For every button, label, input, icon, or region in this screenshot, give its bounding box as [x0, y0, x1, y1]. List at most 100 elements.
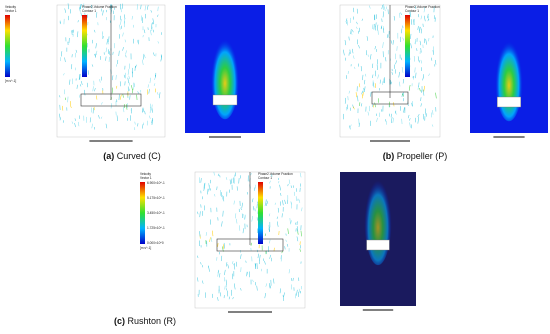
- vector-arrow: [372, 74, 374, 79]
- impeller: [371, 91, 409, 105]
- vector-arrow: [112, 75, 114, 81]
- vector-arrow: [150, 10, 152, 13]
- vector-arrow: [102, 10, 104, 16]
- vector-arrow: [144, 54, 146, 59]
- vector-arrow: [420, 103, 422, 107]
- vector-arrow: [106, 38, 108, 45]
- vector-arrow: [410, 43, 412, 49]
- vector-arrow: [94, 88, 96, 92]
- vector-arrow: [430, 57, 433, 61]
- vector-arrow: [197, 277, 199, 282]
- vector-arrow: [212, 230, 214, 237]
- vector-arrow: [425, 112, 427, 117]
- vector-arrow: [76, 84, 78, 89]
- vector-arrow: [74, 123, 76, 128]
- vector-arrow: [159, 92, 161, 99]
- vector-arrow: [284, 199, 286, 205]
- legend-subtitle: Vector 1: [5, 9, 17, 13]
- legend-title: Velocity: [5, 5, 16, 9]
- vector-arrow: [232, 177, 234, 184]
- vector-arrow: [234, 283, 236, 290]
- vector-arrow: [218, 273, 221, 278]
- vector-arrow: [217, 173, 220, 177]
- vector-arrow: [395, 110, 397, 115]
- vector-arrow: [402, 37, 404, 41]
- vector-arrow: [128, 63, 131, 69]
- colorbar-label: 1.725×10^-1: [147, 226, 165, 230]
- vector-arrow: [252, 279, 254, 283]
- vector-arrow: [94, 53, 96, 57]
- colorbar: [140, 182, 145, 244]
- vector-arrow: [122, 32, 124, 37]
- vector-arrow: [89, 117, 92, 123]
- vector-arrow: [226, 262, 228, 267]
- vector-arrow: [390, 81, 392, 85]
- vector-arrow: [400, 57, 403, 61]
- vector-arrow: [409, 122, 411, 128]
- vector-arrow: [391, 71, 393, 75]
- vector-arrow: [67, 3, 69, 10]
- vector-arrow: [349, 125, 351, 130]
- plume: [364, 171, 392, 266]
- vector-arrow: [282, 295, 285, 301]
- vector-arrow: [71, 121, 74, 124]
- colorbar: [258, 182, 263, 244]
- vector-arrow: [71, 30, 73, 36]
- vector-arrow: [408, 11, 410, 15]
- vector-arrow: [369, 5, 371, 9]
- caption-label: (c): [114, 316, 125, 326]
- legend-subtitle: Contour 1: [405, 9, 419, 13]
- vector-arrow: [266, 200, 269, 204]
- vector-arrow: [78, 121, 80, 127]
- vector-arrow: [59, 95, 61, 98]
- vector-arrow: [411, 19, 413, 25]
- vector-arrow: [231, 178, 233, 184]
- vector-arrow: [386, 33, 389, 38]
- plume: [494, 31, 524, 122]
- vector-arrow: [399, 81, 401, 87]
- vector-arrow: [361, 18, 363, 21]
- vector-arrow: [361, 93, 364, 99]
- vector-arrow: [151, 104, 153, 111]
- vector-arrow: [360, 103, 363, 107]
- vector-arrow: [286, 243, 289, 247]
- vector-arrow: [100, 116, 103, 119]
- vector-arrow: [290, 220, 292, 225]
- vector-arrow: [284, 246, 286, 250]
- vector-arrow: [417, 25, 419, 30]
- vector-arrow: [117, 59, 119, 65]
- vector-arrow: [79, 94, 81, 98]
- vector-arrow: [434, 59, 437, 65]
- vector-arrow: [282, 200, 284, 206]
- colorbar-label: 3.450×10^-1: [147, 211, 165, 215]
- vector-arrow: [241, 213, 243, 219]
- vector-arrow: [153, 83, 156, 86]
- vector-arrow: [279, 288, 281, 294]
- vector-arrow: [233, 174, 235, 179]
- vector-arrow: [205, 232, 207, 236]
- vector-arrow: [234, 263, 236, 270]
- vector-arrow: [383, 28, 385, 33]
- colorbar-label: 6.900×10^-1: [147, 181, 165, 185]
- vector-arrow: [101, 102, 103, 105]
- vector-arrow: [151, 107, 153, 113]
- vector-arrow: [285, 239, 287, 242]
- vector-arrow: [299, 248, 301, 252]
- vector-arrow: [344, 40, 347, 46]
- vector-arrow: [425, 38, 427, 45]
- vector-arrow: [390, 40, 392, 44]
- vector-arrow: [350, 31, 353, 35]
- vector-arrow: [91, 64, 94, 67]
- vector-arrow: [388, 34, 390, 39]
- vector-arrow: [301, 207, 303, 212]
- vector-arrow: [95, 50, 98, 56]
- vector-arrow: [371, 24, 374, 30]
- vector-arrow: [213, 171, 215, 176]
- vector-arrow: [256, 285, 258, 291]
- vector-arrow: [287, 228, 289, 235]
- vector-arrow: [381, 4, 383, 10]
- vector-arrow: [358, 83, 361, 88]
- vector-arrow: [122, 47, 124, 51]
- vector-arrow: [209, 179, 211, 184]
- vector-arrow: [250, 242, 253, 246]
